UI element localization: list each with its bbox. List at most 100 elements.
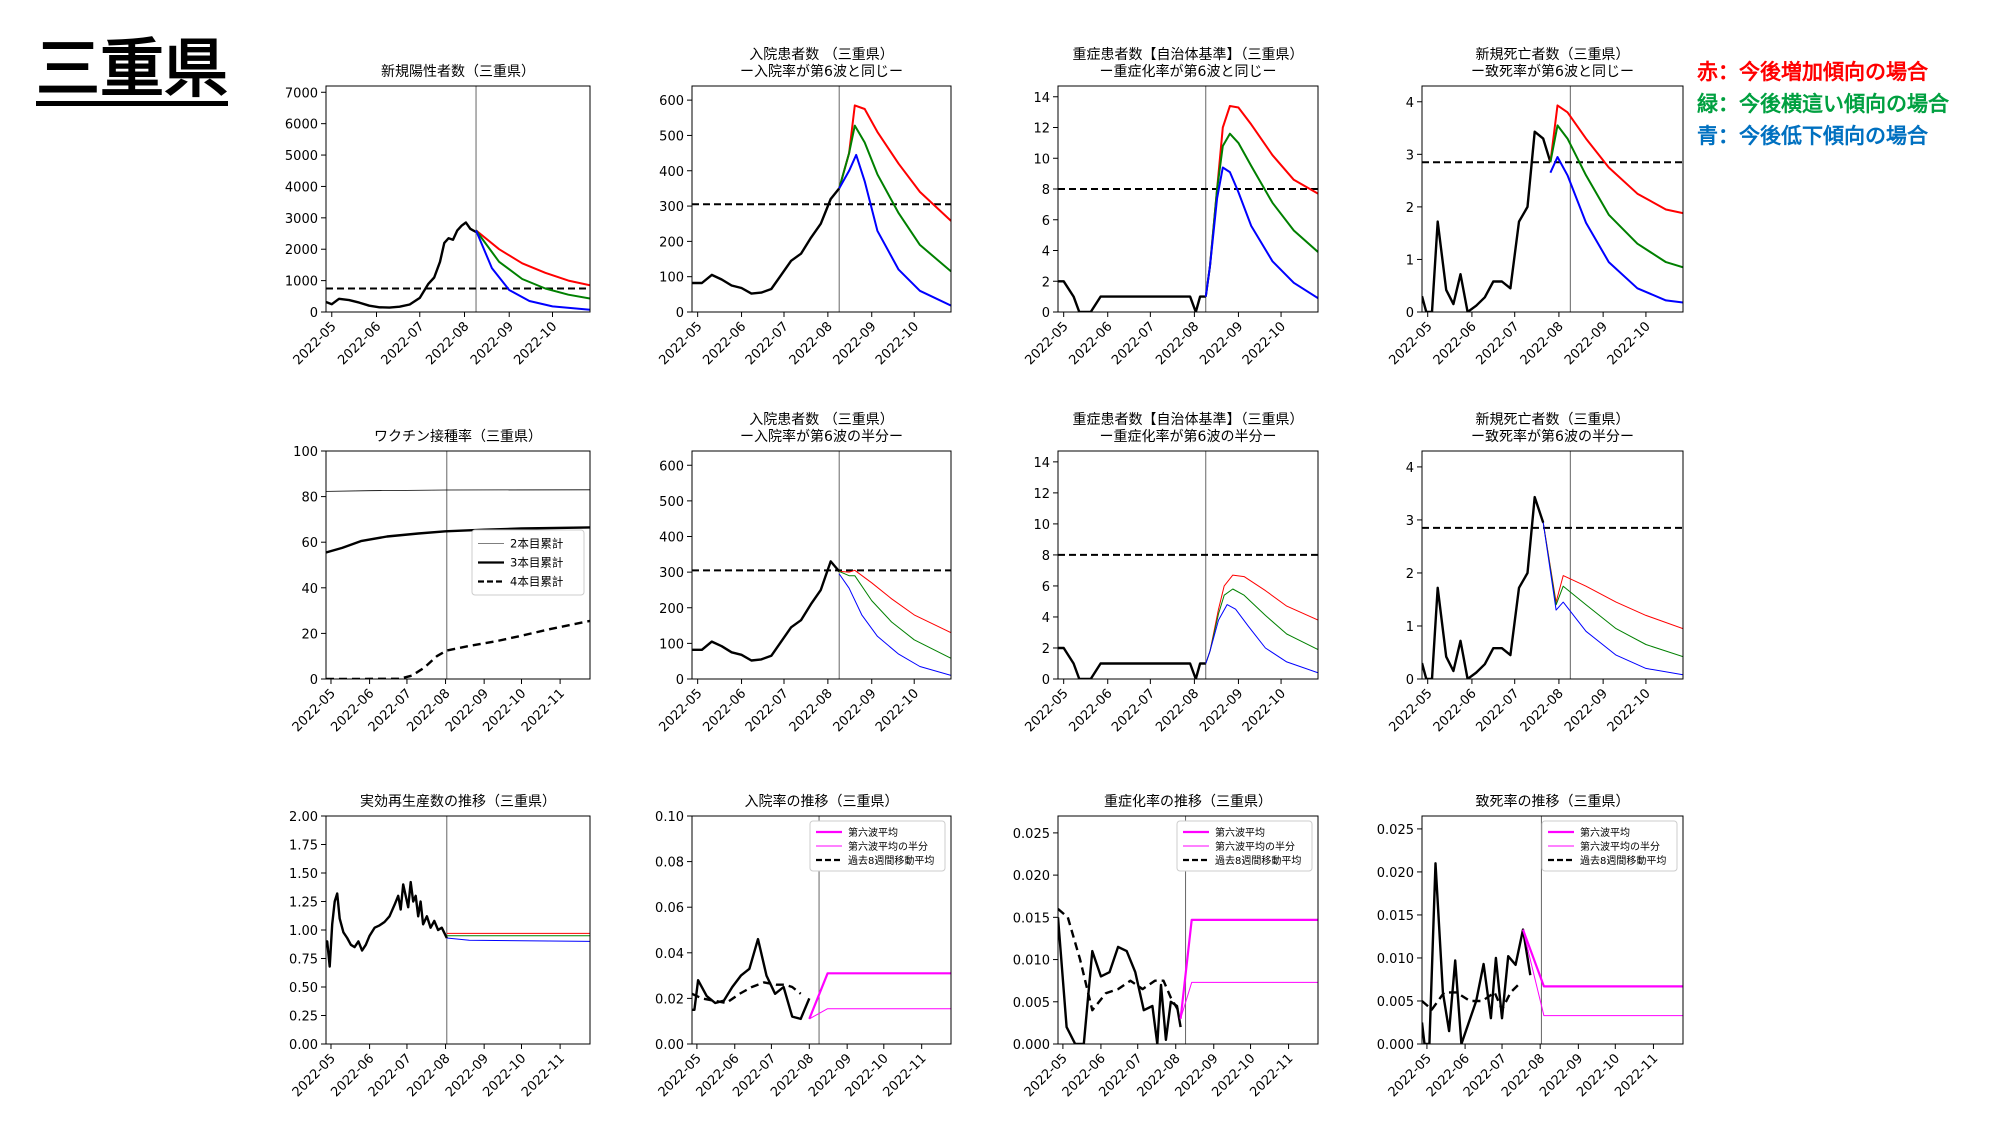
series-line	[1549, 104, 1683, 215]
x-tick-label: 2022-10	[873, 319, 922, 368]
y-tick-label: 2.00	[289, 810, 318, 825]
chart-title: 重症患者数【自治体基準】（三重県）	[1073, 46, 1304, 63]
series-line	[326, 221, 477, 309]
y-tick-label: 0.25	[289, 1010, 318, 1025]
legend-label: 4本目累計	[510, 575, 563, 589]
y-tick-label: 1000	[285, 275, 318, 290]
y-tick-label: 5000	[285, 149, 318, 164]
series-line	[326, 619, 590, 679]
x-tick-label: 2022-05	[1387, 686, 1436, 735]
plot-frame	[325, 85, 591, 313]
y-tick-label: 4000	[285, 180, 318, 195]
plot-frame	[1057, 85, 1319, 313]
y-tick-label: 3	[1406, 148, 1414, 163]
x-tick-label: 2022-11	[519, 686, 568, 735]
legend-frame	[471, 529, 585, 596]
chart-title: 重症化率の推移（三重県）	[1104, 793, 1272, 810]
series-line	[808, 972, 951, 1020]
chart-6: 入院患者数 （三重県）ー入院率が第6波の半分ー 0 100 200 300 400 500 6…	[656, 412, 952, 735]
plot-area	[326, 816, 590, 1044]
y-tick-label: 4	[1406, 461, 1414, 476]
scenario-legend-green: 緑：今後横這い傾向の場合	[1697, 92, 1949, 116]
plot-area	[1422, 816, 1683, 1044]
y-tick-label: 0.005	[1377, 995, 1414, 1010]
series-line	[1521, 929, 1683, 988]
legend-label: 2本目累計	[510, 537, 563, 551]
series-line	[1205, 574, 1318, 664]
legend-label: 過去8週間移動平均	[1580, 854, 1666, 867]
y-tick-label: 2000	[285, 243, 318, 258]
y-tick-label: 0.015	[1013, 911, 1050, 926]
y-tick-label: 600	[659, 94, 684, 109]
y-tick-label: 0.06	[655, 901, 684, 916]
legend-label: 第六波平均の半分	[1580, 840, 1660, 853]
x-tick-label: 2022-06	[1431, 686, 1480, 735]
series-line	[838, 573, 951, 676]
x-tick-label: 2022-10	[1605, 686, 1654, 735]
series-line	[1058, 917, 1182, 1044]
plot-area	[1422, 86, 1683, 312]
y-tick-label: 2	[1042, 642, 1050, 657]
x-tick-label: 2022-10	[1240, 686, 1289, 735]
y-tick-label: 20	[301, 627, 318, 642]
y-tick-label: 100	[293, 445, 318, 460]
series-line	[1204, 166, 1318, 300]
chart-title: 新規陽性者数（三重県）	[381, 64, 535, 80]
y-tick-label: 200	[659, 235, 684, 250]
legend-label: 過去8週間移動平均	[848, 854, 934, 867]
y-tick-label: 0.025	[1377, 823, 1414, 838]
y-tick-label: 0.50	[289, 981, 318, 996]
y-tick-label: 4	[1042, 245, 1050, 260]
series-line	[475, 229, 590, 300]
chart-title: ー重症化率が第6波の半分ー	[1100, 428, 1277, 445]
y-tick-label: 0.025	[1013, 827, 1050, 842]
x-tick-label: 2022-08	[1153, 686, 1202, 735]
scenario-legend: 赤：今後増加傾向の場合 緑：今後横這い傾向の場合 青：今後低下傾向の場合	[1697, 56, 1949, 152]
y-tick-label: 0.020	[1377, 866, 1414, 881]
series-line	[446, 937, 590, 942]
x-tick-label: 2022-05	[656, 686, 705, 735]
chart-title: ー入院率が第6波の半分ー	[740, 428, 903, 445]
x-tick-label: 2022-07	[1109, 319, 1158, 368]
page-title: 三重県	[36, 33, 228, 107]
x-tick-label: 2022-06	[700, 686, 749, 735]
y-tick-label: 400	[659, 531, 684, 546]
x-tick-label: 2022-09	[1562, 686, 1611, 735]
series-line	[1204, 132, 1318, 297]
x-tick-label: 2022-05	[1387, 319, 1436, 368]
y-tick-label: 1.25	[289, 896, 318, 911]
plot-frame	[1421, 450, 1684, 680]
plot-frame	[325, 450, 591, 680]
x-tick-label: 2022-07	[1109, 686, 1158, 735]
series-line	[475, 229, 590, 287]
chart-5: ワクチン接種率（三重県）0204060801002022-052022-0620…	[290, 428, 591, 735]
series-line	[838, 153, 951, 307]
chart-title: 入院患者数 （三重県）	[749, 47, 893, 63]
x-tick-label: 2022-05	[1022, 686, 1071, 735]
y-tick-label: 0.00	[289, 1038, 318, 1053]
plot-area	[692, 451, 951, 679]
y-tick-label: 100	[659, 271, 684, 286]
series-line	[1522, 929, 1683, 1017]
x-tick-label: 2022-09	[468, 319, 517, 368]
plot-area	[1058, 451, 1318, 679]
legend-label: 第六波平均	[1215, 826, 1265, 839]
y-tick-label: 0.75	[289, 953, 318, 968]
x-tick-label: 2022-09	[831, 686, 880, 735]
series-line	[1204, 105, 1318, 297]
series-line	[326, 526, 590, 554]
series-line	[838, 124, 951, 273]
chart-title: ー致死率が第6波と同じー	[1471, 63, 1634, 80]
x-tick-label: 2022-07	[1474, 686, 1523, 735]
series-line	[1422, 130, 1552, 312]
chart-legend: 2本目累計 3本目累計 4本目累計	[471, 529, 585, 596]
chart-title: ー入院率が第6波と同じー	[740, 63, 903, 80]
y-tick-label: 0	[310, 306, 318, 321]
y-tick-label: 600	[659, 459, 684, 474]
chart-title: 入院率の推移（三重県）	[745, 793, 899, 810]
y-tick-label: 80	[301, 491, 318, 506]
series-line	[1180, 981, 1318, 1019]
y-tick-label: 6000	[285, 118, 318, 133]
series-line	[1205, 604, 1318, 674]
